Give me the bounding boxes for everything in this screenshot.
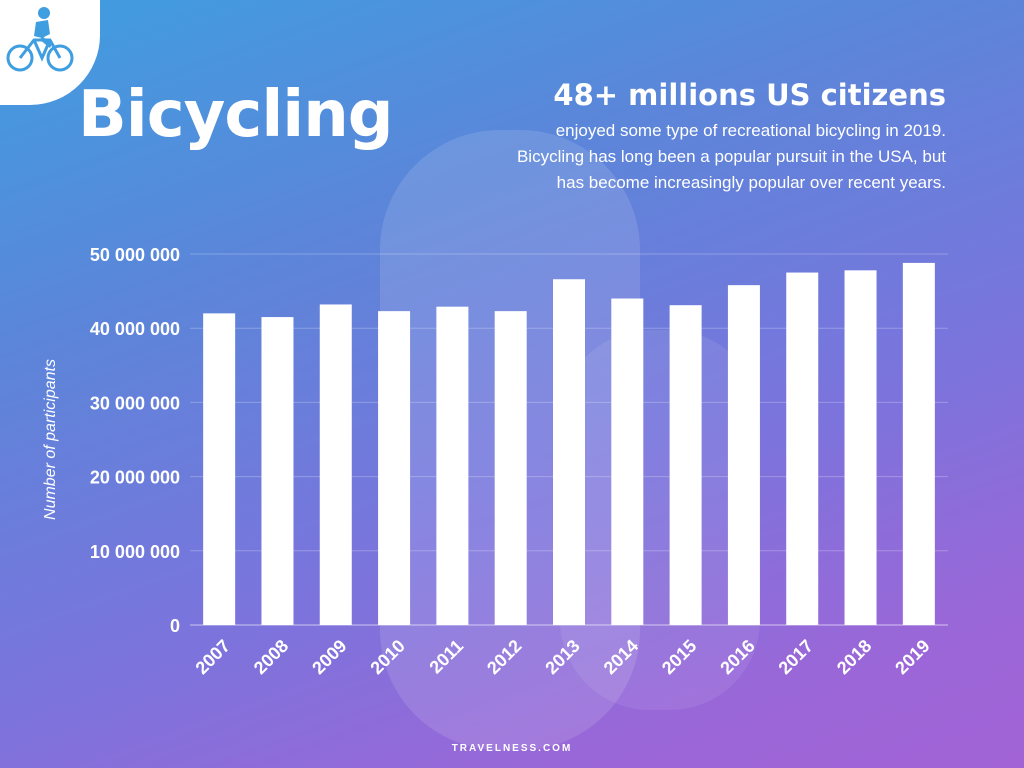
bar bbox=[261, 317, 294, 625]
bar bbox=[786, 272, 819, 625]
y-tick-label: 40 000 000 bbox=[90, 319, 180, 339]
x-tick-label: 2015 bbox=[658, 636, 700, 678]
bar bbox=[436, 306, 469, 625]
headline: 48+ millions US citizens bbox=[553, 78, 946, 112]
bar bbox=[378, 311, 411, 625]
cyclist-icon bbox=[6, 7, 74, 72]
bar bbox=[494, 311, 527, 625]
x-tick-label: 2008 bbox=[250, 636, 292, 678]
description: enjoyed some type of recreational bicycl… bbox=[426, 118, 946, 196]
bar bbox=[727, 285, 760, 625]
x-tick-label: 2007 bbox=[192, 636, 234, 678]
description-line: enjoyed some type of recreational bicycl… bbox=[555, 121, 946, 140]
bar bbox=[844, 270, 877, 625]
description-line: Bicycling has long been a popular pursui… bbox=[516, 147, 946, 166]
x-tick-label: 2012 bbox=[483, 636, 525, 678]
y-tick-label: 50 000 000 bbox=[90, 245, 180, 265]
x-tick-label: 2011 bbox=[425, 636, 467, 678]
background-photo-shape bbox=[560, 330, 760, 710]
y-tick-label: 10 000 000 bbox=[90, 542, 180, 562]
y-tick-label: 30 000 000 bbox=[90, 393, 180, 413]
x-tick-label: 2014 bbox=[600, 636, 642, 678]
bar bbox=[669, 305, 702, 625]
bar bbox=[902, 262, 935, 625]
page-title: Bicycling bbox=[78, 78, 394, 152]
x-tick-label: 2013 bbox=[541, 636, 583, 678]
y-axis-label: Number of participants bbox=[42, 359, 59, 520]
bar bbox=[203, 313, 236, 625]
x-tick-label: 2018 bbox=[833, 636, 875, 678]
description-line: has become increasingly popular over rec… bbox=[556, 173, 946, 192]
x-tick-label: 2019 bbox=[891, 636, 933, 678]
x-tick-label: 2017 bbox=[775, 636, 817, 678]
bar bbox=[611, 298, 644, 625]
x-tick-label: 2010 bbox=[366, 636, 408, 678]
footer-brand: TRAVELNESS.COM bbox=[451, 743, 573, 754]
y-tick-label: 0 bbox=[170, 616, 180, 636]
x-tick-label: 2009 bbox=[308, 636, 350, 678]
bar bbox=[319, 304, 352, 625]
bar bbox=[553, 279, 585, 625]
x-tick-label: 2016 bbox=[716, 636, 758, 678]
y-tick-label: 20 000 000 bbox=[90, 468, 180, 488]
